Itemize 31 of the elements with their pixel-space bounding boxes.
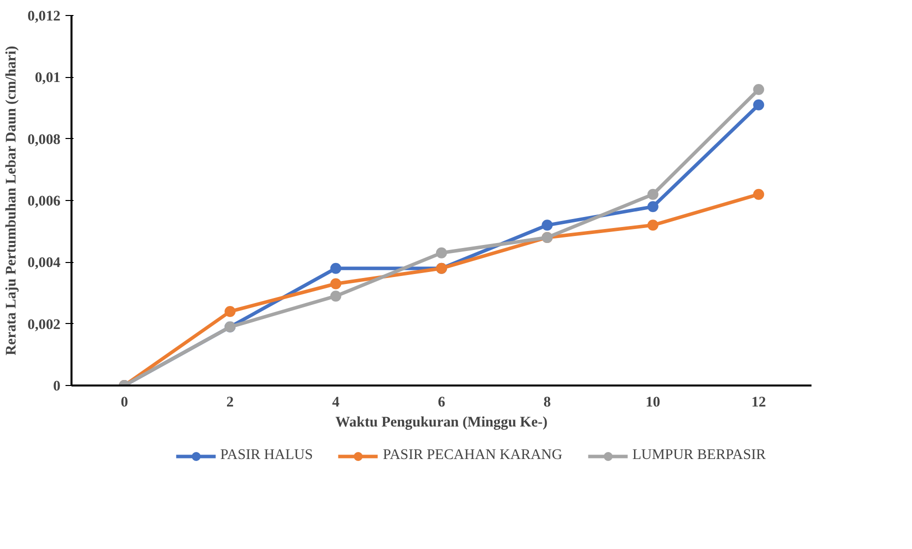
x-tick-label: 0 — [120, 394, 128, 410]
point — [753, 84, 764, 95]
point — [436, 247, 447, 258]
point — [542, 220, 553, 231]
y-tick-label: 0,012 — [28, 8, 61, 24]
x-axis-title: Waktu Pengukuran (Minggu Ke-) — [335, 414, 548, 430]
legend-label: LUMPUR BERPASIR — [632, 447, 766, 464]
y-tick-label: 0,006 — [28, 194, 61, 210]
x-tick-label: 8 — [544, 394, 551, 410]
legend-label: PASIR HALUS — [220, 447, 313, 464]
point — [647, 220, 658, 231]
point — [753, 99, 764, 110]
y-tick-label: 0,002 — [28, 316, 61, 333]
x-tick-label: 2 — [226, 394, 234, 410]
point — [330, 290, 342, 302]
y-tick-label: 0 — [53, 378, 60, 394]
x-tick-label: 6 — [438, 394, 446, 410]
y-tick-label: 0,01 — [34, 70, 61, 86]
x-tick-label: 10 — [646, 394, 660, 410]
x-tick-label: 4 — [332, 394, 340, 410]
point — [224, 306, 236, 317]
y-tick-label: 0,004 — [28, 255, 62, 272]
y-axis-title: Rerata Laju Pertumbuhan Lebar Daun (cm/hari) — [4, 46, 20, 356]
x-tick-label: 12 — [751, 394, 766, 410]
point — [330, 262, 342, 274]
point — [647, 201, 658, 212]
legend-label: PASIR PECAHAN KARANG — [382, 447, 562, 464]
point — [753, 188, 764, 200]
point — [647, 188, 658, 200]
y-tick-label: 0,008 — [28, 132, 61, 148]
point — [330, 278, 342, 290]
